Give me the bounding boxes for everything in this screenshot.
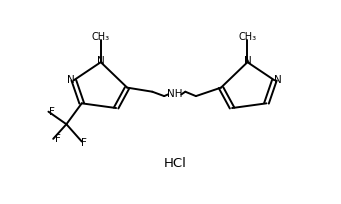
Text: N: N [67, 75, 75, 85]
Text: N: N [274, 75, 281, 85]
Text: CH₃: CH₃ [92, 32, 110, 42]
Text: F: F [49, 107, 55, 117]
Text: F: F [55, 134, 61, 144]
Text: N: N [97, 56, 105, 66]
Text: F: F [81, 138, 87, 148]
Text: N: N [243, 56, 251, 66]
Text: CH₃: CH₃ [238, 32, 256, 42]
Text: HCl: HCl [163, 157, 186, 170]
Text: NH: NH [167, 89, 182, 99]
